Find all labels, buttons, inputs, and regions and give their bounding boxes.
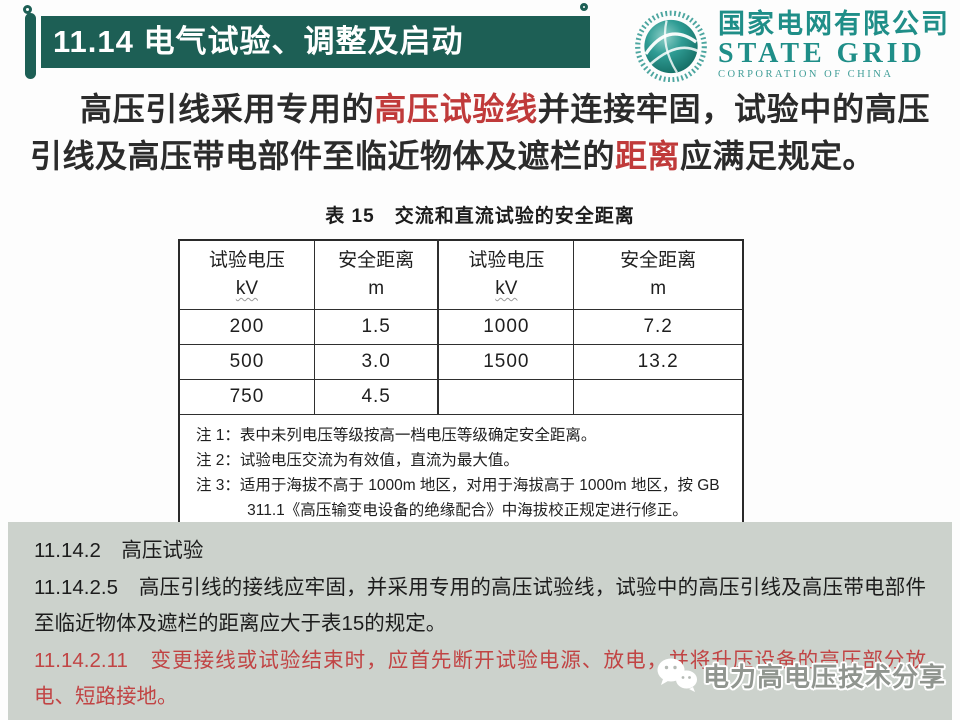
intro-paragraph: 高压引线采用专用的高压试验线并连接牢固，试验中的高压引线及高压带电部件至临近物体…	[30, 86, 930, 181]
wechat-icon	[657, 658, 697, 692]
banner-scroll-curl-left	[23, 5, 32, 14]
intro-segment: 高压引线采用专用的	[80, 91, 375, 127]
globe-icon	[635, 10, 707, 82]
intro-segment: 应满足规定。	[680, 138, 876, 175]
intro-highlight-test-line: 高压试验线	[374, 91, 538, 127]
state-grid-logo: 国家电网有限公司 STATE GRID CORPORATION OF CHINA	[634, 8, 950, 82]
table-cell: 1000	[437, 309, 575, 345]
logo-company-en: STATE GRID	[718, 37, 926, 69]
table-header-row: 试验电压 kV 安全距离 m 试验电压 kV 安全距离 m	[178, 239, 744, 310]
table-notes-row: 注 1：表中未列电压等级按高一档电压等级确定安全距离。 注 2：试验电压交流为有…	[178, 414, 744, 535]
table-cell: 200	[178, 309, 315, 345]
table-row: 500 3.0 1500 13.2	[178, 344, 744, 380]
table-note-1: 注 1：表中未列电压等级按高一档电压等级确定安全距离。	[196, 427, 597, 444]
table-notes: 注 1：表中未列电压等级按高一档电压等级确定安全距离。 注 2：试验电压交流为有…	[178, 414, 744, 535]
table-note-3: 注 3：适用于海拔不高于 1000m 地区，对用于海拔高于 1000m 地区，按…	[196, 477, 720, 520]
logo-company-cn: 国家电网有限公司	[718, 8, 950, 39]
watermark: 电力高电压技术分享	[656, 656, 946, 694]
table-cell: 500	[178, 344, 315, 380]
intro-segment: 并连接牢固，试验中的高压引线及高压带电部件至临近物体及遮栏的	[30, 91, 930, 175]
regulation-clause-11: 11.14.2.11 变更接线或试验结束时，应首先断开试验电源、放电，并将升压设…	[34, 648, 926, 709]
table-cell: 13.2	[573, 344, 744, 380]
intro-highlight-distance: 距离	[615, 138, 681, 175]
table-cell: 3.0	[313, 344, 440, 380]
regulation-section: 11.14.2 高压试验 11.14.2.5 高压引线的接线应牢固，并采用专用的…	[8, 522, 952, 720]
header-cell: 安全距离 m	[313, 239, 440, 310]
table-note-2: 注 2：试验电压交流为有效值，直流为最大值。	[196, 452, 519, 470]
table-cell: 4.5	[313, 379, 440, 415]
regulation-clause-5: 11.14.2.5 高压引线的接线应牢固，并采用专用的高压试验线，试验中的高压引…	[34, 575, 926, 636]
table-cell: 1500	[437, 344, 575, 380]
header-cell: 安全距离 m	[573, 239, 744, 310]
slide-title: 11.14 电气试验、调整及启动	[41, 16, 590, 68]
banner-scroll-pole	[25, 13, 36, 79]
table-cell	[573, 379, 744, 415]
logo-text-block: 国家电网有限公司 STATE GRID CORPORATION OF CHINA	[718, 8, 950, 81]
regulation-heading: 11.14.2 高压试验	[34, 539, 204, 562]
table-cell: 750	[178, 379, 315, 415]
table-cell	[437, 379, 575, 415]
table-cell: 1.5	[313, 309, 440, 345]
table-row: 200 1.5 1000 7.2	[178, 309, 744, 345]
watermark-label: 电力高电压技术分享	[702, 661, 946, 692]
safety-distance-table: 试验电压 kV 安全距离 m 试验电压 kV 安全距离 m 200 1.5 10…	[178, 239, 744, 536]
table-row: 750 4.5	[178, 379, 744, 415]
header-cell: 试验电压 kV	[178, 239, 315, 310]
logo-company-sub: CORPORATION OF CHINA	[718, 69, 894, 81]
table-caption: 表 15 交流和直流试验的安全距离	[325, 206, 635, 227]
header-cell: 试验电压 kV	[437, 239, 575, 310]
banner-scroll-curl-right	[580, 3, 588, 11]
table-cell: 7.2	[573, 309, 744, 345]
